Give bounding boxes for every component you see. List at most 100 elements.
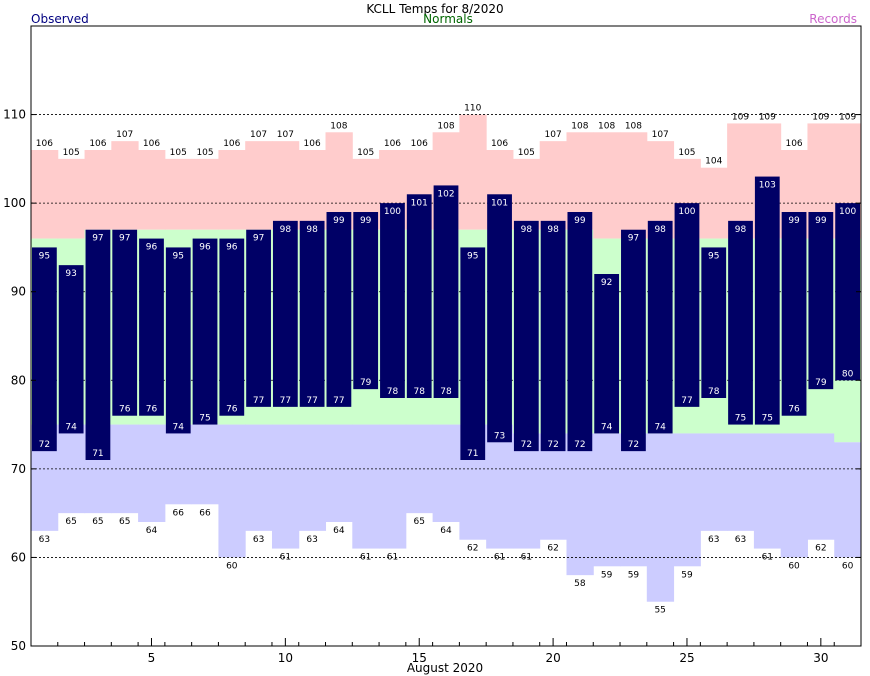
y-tick-label: 70 [11, 462, 26, 476]
record-low-label: 61 [521, 553, 532, 563]
observed-low-label: 76 [146, 405, 158, 415]
observed-low-label: 75 [199, 414, 210, 424]
record-high-label: 106 [36, 139, 53, 149]
y-tick-label: 90 [11, 285, 26, 299]
observed-bar [433, 185, 459, 398]
observed-high-label: 100 [384, 207, 401, 217]
record-low-band [834, 442, 862, 558]
observed-low-label: 78 [440, 387, 452, 397]
observed-low-label: 78 [413, 387, 425, 397]
record-low-label: 59 [681, 570, 693, 580]
record-high-band [138, 150, 166, 230]
record-high-band [620, 132, 648, 239]
record-low-band [486, 424, 514, 549]
record-low-label: 65 [92, 517, 103, 527]
observed-bar [272, 220, 298, 407]
observed-low-label: 79 [815, 378, 827, 388]
observed-bar [808, 212, 834, 390]
observed-high-label: 103 [759, 181, 776, 191]
observed-bar [165, 247, 191, 434]
observed-low-label: 78 [708, 387, 720, 397]
observed-high-label: 93 [65, 269, 76, 279]
record-low-label: 59 [601, 570, 613, 580]
observed-bar [32, 247, 57, 452]
x-tick-label: 30 [813, 651, 828, 665]
y-tick-label: 50 [11, 639, 26, 653]
record-low-label: 63 [39, 535, 50, 545]
observed-high-label: 96 [199, 243, 211, 253]
record-high-label: 107 [652, 130, 669, 140]
observed-low-label: 75 [735, 414, 746, 424]
record-high-band [111, 141, 139, 230]
record-low-band [138, 424, 166, 522]
x-tick-label: 5 [148, 651, 156, 665]
observed-bar [567, 212, 593, 452]
record-low-band [271, 424, 300, 549]
observed-bars [32, 176, 860, 460]
record-low-label: 62 [547, 544, 558, 554]
record-high-label: 108 [330, 121, 347, 131]
record-low-band [218, 424, 246, 558]
observed-high-label: 101 [411, 198, 428, 208]
observed-bar [701, 247, 727, 398]
record-high-band [459, 114, 487, 230]
record-low-label: 59 [628, 570, 640, 580]
record-high-band [31, 150, 59, 239]
record-low-label: 65 [413, 517, 424, 527]
record-high-label: 107 [545, 130, 562, 140]
record-low-label: 58 [574, 579, 586, 589]
observed-high-label: 101 [491, 198, 508, 208]
observed-low-label: 76 [788, 405, 800, 415]
observed-high-label: 95 [467, 251, 478, 261]
observed-bar [487, 194, 512, 443]
observed-high-label: 102 [437, 189, 454, 199]
y-tick-label: 60 [11, 550, 26, 564]
record-low-label: 66 [173, 508, 185, 518]
observed-high-label: 95 [708, 251, 719, 261]
observed-bar [326, 212, 352, 407]
record-high-band [298, 150, 327, 230]
record-high-label: 106 [143, 139, 160, 149]
observed-bar [674, 203, 700, 407]
record-low-band [164, 424, 193, 505]
record-low-band [512, 433, 541, 549]
axis-ticks: 50 60 70 80 90 100 110 5 10 15 20 25 30 [3, 108, 862, 665]
observed-high-label: 98 [306, 225, 318, 235]
observed-low-label: 72 [574, 440, 585, 450]
record-high-label: 105 [170, 148, 187, 158]
record-low-label: 63 [708, 535, 719, 545]
y-tick-label: 110 [3, 108, 26, 122]
record-low-label: 61 [494, 553, 505, 563]
observed-bar [380, 203, 405, 398]
observed-low-label: 73 [494, 431, 505, 441]
observed-high-label: 95 [39, 251, 50, 261]
observed-high-label: 98 [280, 225, 292, 235]
observed-low-label: 72 [521, 440, 532, 450]
record-high-label: 105 [357, 148, 374, 158]
record-low-band [593, 433, 621, 567]
observed-low-label: 78 [387, 387, 399, 397]
observed-bar [460, 247, 486, 460]
observed-low-label: 77 [253, 396, 264, 406]
record-high-label: 108 [437, 121, 454, 131]
observed-low-label: 77 [280, 396, 291, 406]
x-tick-label: 15 [412, 651, 427, 665]
observed-high-label: 100 [839, 207, 856, 217]
record-high-label: 106 [223, 139, 240, 149]
observed-low-label: 77 [681, 396, 692, 406]
records-legend-label: Records [809, 12, 857, 26]
record-low-label: 65 [119, 517, 130, 527]
record-high-label: 106 [785, 139, 802, 149]
record-low-label: 60 [788, 561, 800, 571]
observed-low-label: 72 [628, 440, 639, 450]
observed-high-label: 99 [815, 216, 827, 226]
observed-high-label: 99 [788, 216, 800, 226]
observed-bar [219, 238, 245, 416]
record-low-label: 64 [440, 526, 452, 536]
observed-high-label: 98 [735, 225, 747, 235]
record-low-label: 61 [387, 553, 398, 563]
observed-bar [647, 220, 673, 434]
observed-high-label: 97 [92, 234, 103, 244]
record-low-label: 62 [467, 544, 478, 554]
record-high-label: 109 [732, 112, 749, 122]
